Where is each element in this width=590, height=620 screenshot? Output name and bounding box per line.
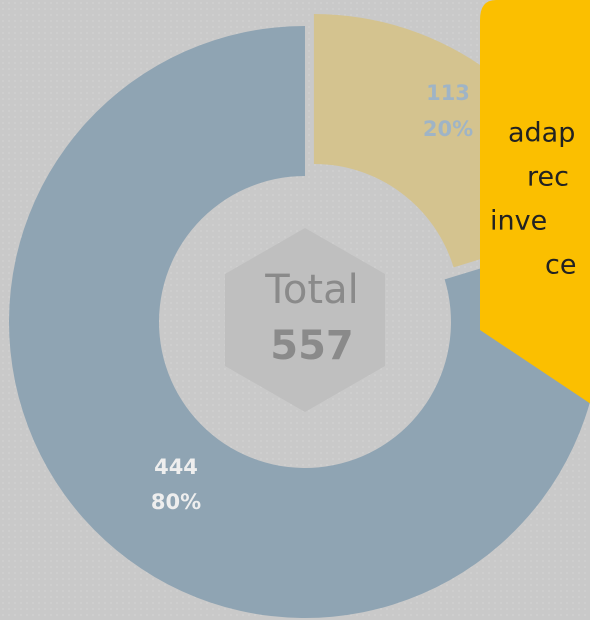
center-hexagon (225, 228, 385, 412)
percent-label: 80% (151, 490, 201, 514)
callout-line: ce (545, 250, 576, 281)
callout-box (480, 0, 590, 404)
callout-line: adap (508, 118, 575, 149)
callout-line: inve (490, 206, 547, 237)
center-label: Total (264, 267, 358, 313)
slice (9, 26, 590, 618)
value-label: 113 (426, 81, 470, 105)
callout-line: rec (527, 162, 569, 193)
value-label: 444 (154, 455, 198, 479)
center-total: 557 (270, 323, 354, 369)
percent-label: 20% (423, 117, 473, 141)
